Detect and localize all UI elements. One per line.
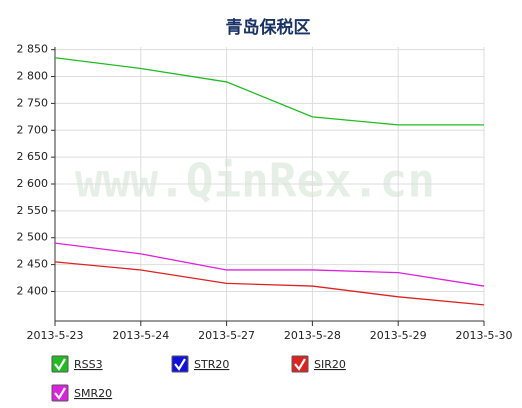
y-tick-label: 2 800	[17, 70, 49, 83]
y-tick-label: 2 750	[17, 96, 49, 109]
legend-label[interactable]: STR20	[194, 358, 229, 371]
y-tick-label: 2 500	[17, 231, 49, 244]
legend-checkbox[interactable]	[51, 384, 69, 402]
x-tick-label: 2013-5-28	[284, 329, 341, 342]
legend-checkbox[interactable]	[51, 355, 69, 373]
legend-check	[54, 358, 66, 371]
y-tick-label: 2 600	[17, 177, 49, 190]
legend-item[interactable]: SMR20	[51, 384, 112, 402]
series-line	[54, 261, 485, 306]
legend-label[interactable]: SMR20	[74, 387, 112, 400]
watermark: www.QinRex.cn	[75, 154, 435, 208]
y-tick-label: 2 850	[17, 43, 49, 56]
y-tick-label: 2 650	[17, 150, 49, 163]
x-tick-label: 2013-5-24	[112, 329, 169, 342]
y-tick-label: 2 450	[17, 258, 49, 271]
x-tick-label: 2013-5-29	[370, 329, 427, 342]
legend-label[interactable]: SIR20	[314, 358, 346, 371]
y-tick-label: 2 550	[17, 204, 49, 217]
series-line	[54, 57, 484, 126]
legend-check	[174, 358, 186, 371]
x-tick-label: 2013-5-23	[27, 329, 84, 342]
x-tick-label: 2013-5-27	[198, 329, 255, 342]
y-tick-label: 2 400	[17, 284, 49, 297]
legend-checkbox[interactable]	[291, 355, 309, 373]
series-line	[54, 242, 485, 287]
legend-label[interactable]: RSS3	[74, 358, 103, 371]
legend-check	[294, 358, 306, 371]
legend-item[interactable]: SIR20	[291, 355, 346, 373]
chart-title: 青岛保税区	[226, 17, 311, 38]
legend-item[interactable]: RSS3	[51, 355, 103, 373]
x-tick-label: 2013-5-30	[456, 329, 513, 342]
legend-check	[54, 387, 66, 400]
legend-item[interactable]: STR20	[171, 355, 229, 373]
legend-checkbox[interactable]	[171, 355, 189, 373]
y-tick-label: 2 700	[17, 123, 49, 136]
